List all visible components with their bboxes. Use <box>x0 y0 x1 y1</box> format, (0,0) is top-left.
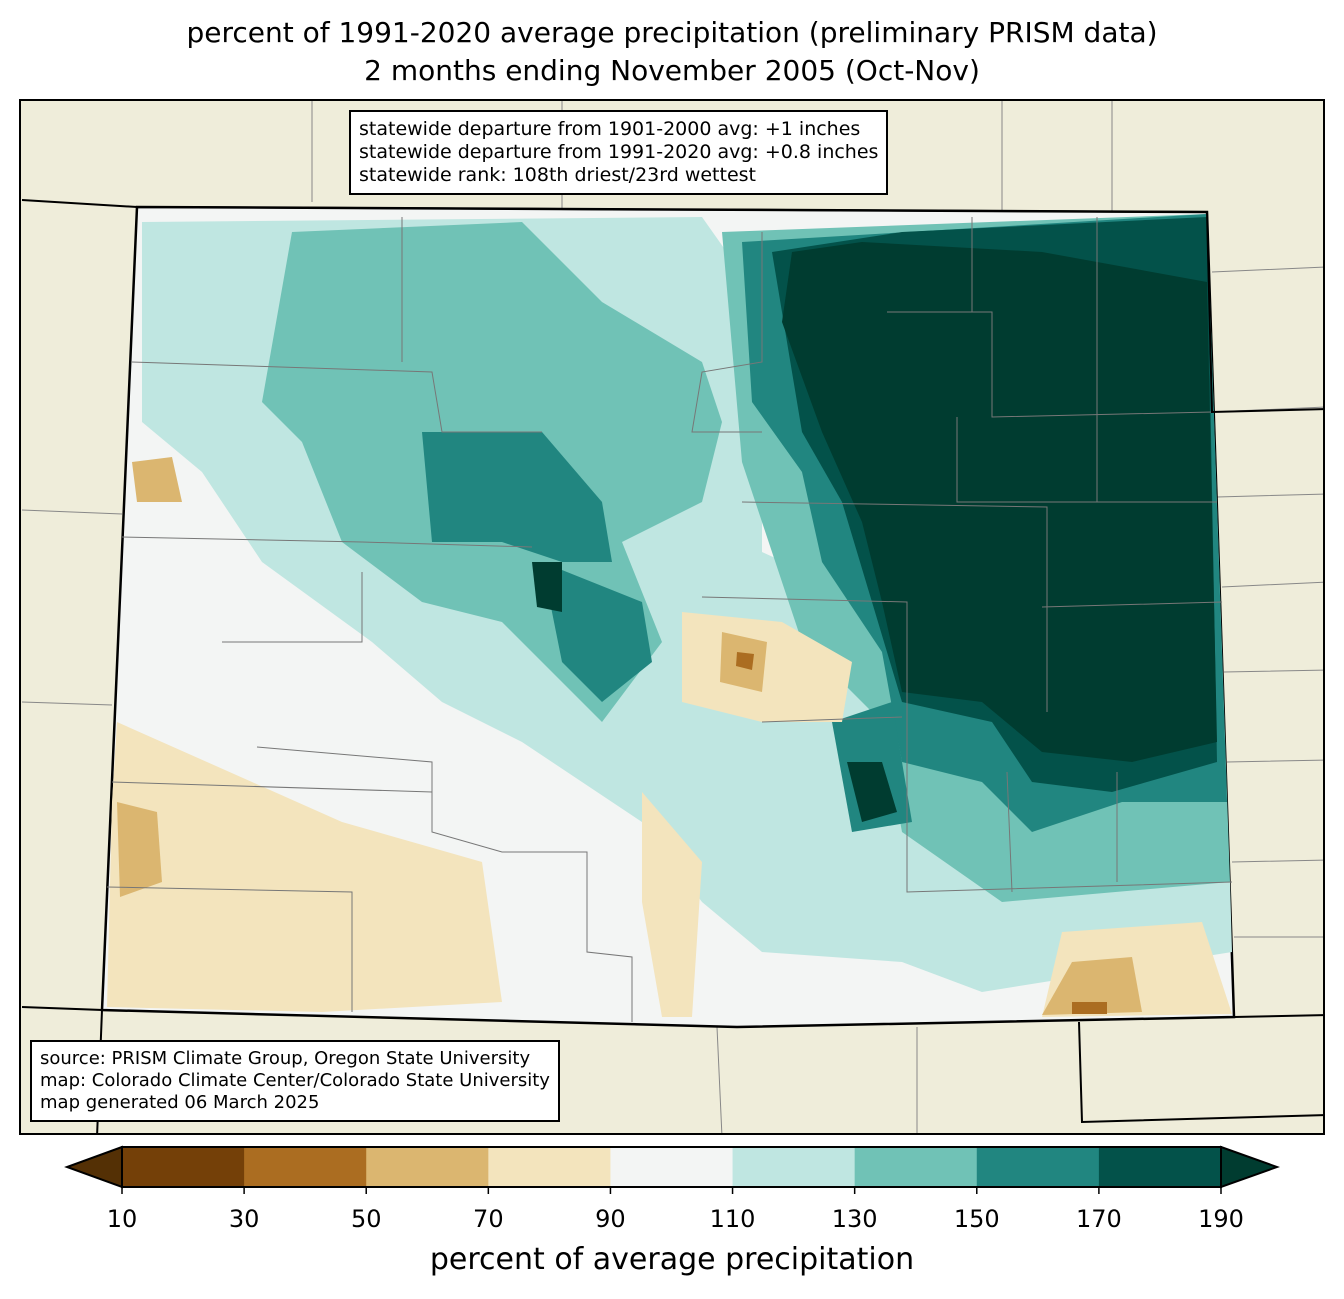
colorbar-tick-label: 150 <box>953 1205 1000 1233</box>
colorado-map <box>19 99 1325 1135</box>
stat-departure-1901-2000: statewide departure from 1901-2000 avg: … <box>359 118 861 140</box>
colorbar-tick-label: 90 <box>595 1205 626 1233</box>
colorbar-swatch <box>122 1147 245 1187</box>
map-subtitle: 2 months ending November 2005 (Oct-Nov) <box>364 54 980 87</box>
state-borders <box>21 199 1323 1133</box>
colorbar-tick-label: 10 <box>106 1205 138 1233</box>
colorbar-frame <box>121 1146 1222 1188</box>
colorbar-tick-label: 70 <box>473 1205 504 1233</box>
colorbar-swatch <box>244 1147 367 1187</box>
stat-rank: statewide rank: 108th driest/23rd wettes… <box>359 164 756 186</box>
colorbar-tick-label: 30 <box>228 1205 260 1233</box>
colorbar-tick-label: 170 <box>1075 1205 1122 1233</box>
colorbar-tick-label: 110 <box>709 1205 756 1233</box>
map-credit-line: map: Colorado Climate Center/Colorado St… <box>40 1070 550 1091</box>
source-line: source: PRISM Climate Group, Oregon Stat… <box>40 1048 531 1069</box>
colorbar-swatch <box>1098 1147 1222 1187</box>
colorbar-over-arrow <box>1220 1145 1280 1189</box>
precip-map-svg <box>21 101 1323 1133</box>
colorbar-swatch <box>488 1147 611 1187</box>
colorbar-swatch <box>976 1147 1100 1187</box>
precip-contours <box>107 214 1232 1017</box>
colorbar-under-arrow <box>64 1145 123 1189</box>
colorbar-tick-label: 50 <box>350 1205 382 1233</box>
generated-date-line: map generated 06 March 2025 <box>40 1092 320 1113</box>
source-box: source: PRISM Climate Group, Oregon Stat… <box>30 1040 560 1122</box>
statewide-stats-box: statewide departure from 1901-2000 avg: … <box>349 110 889 195</box>
stat-departure-1991-2020: statewide departure from 1991-2020 avg: … <box>359 141 879 163</box>
colorbar-label: percent of average precipitation <box>429 1242 915 1277</box>
colorbar-swatch <box>610 1147 734 1187</box>
colorbar-tick-label: 190 <box>1198 1205 1244 1233</box>
county-lines <box>106 217 1233 1022</box>
colorbar-swatch <box>854 1147 978 1187</box>
colorbar-tick-label: 130 <box>831 1205 878 1233</box>
map-title: percent of 1991-2020 average precipitati… <box>186 16 1158 49</box>
colorbar-swatch <box>366 1147 489 1187</box>
colorbar-swatch <box>732 1147 856 1187</box>
